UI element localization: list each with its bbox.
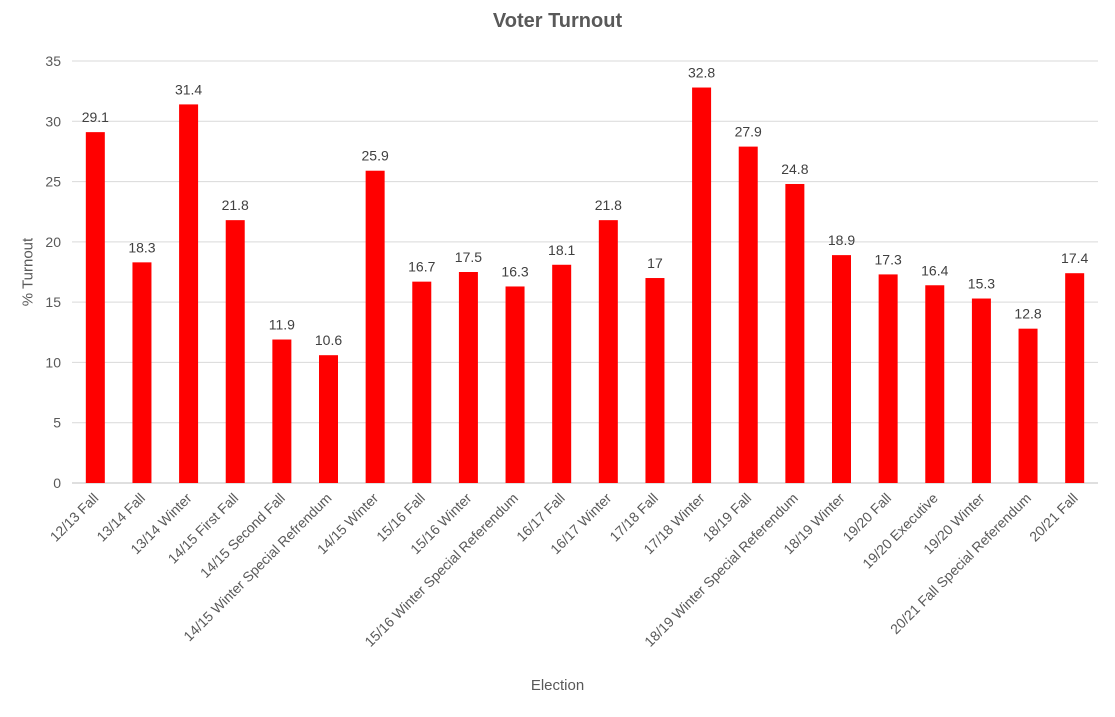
bar xyxy=(552,264,572,483)
data-label: 17.5 xyxy=(455,249,482,265)
bar xyxy=(598,220,618,483)
data-label: 16.7 xyxy=(408,259,435,275)
bar xyxy=(319,355,338,483)
data-label: 11.9 xyxy=(269,317,295,333)
data-label: 18.3 xyxy=(128,239,155,255)
y-tick-label: 10 xyxy=(45,354,61,370)
bar xyxy=(1065,273,1085,483)
data-label: 16.4 xyxy=(921,262,948,278)
bar xyxy=(85,132,105,483)
bar xyxy=(925,285,945,483)
bar xyxy=(645,278,665,483)
bar xyxy=(272,339,292,483)
data-label: 12.8 xyxy=(1014,306,1041,322)
data-label: 21.8 xyxy=(595,197,622,213)
y-tick-label: 5 xyxy=(53,415,61,431)
bar xyxy=(179,104,199,484)
data-label: 27.9 xyxy=(735,124,762,140)
data-label: 18.9 xyxy=(828,232,855,248)
data-label: 17.3 xyxy=(875,251,902,267)
data-label: 25.9 xyxy=(362,148,389,164)
y-tick-label: 35 xyxy=(45,53,61,69)
data-label: 16.3 xyxy=(501,263,528,279)
data-label: 17.4 xyxy=(1061,250,1088,266)
data-label: 10.6 xyxy=(315,332,342,348)
bar xyxy=(738,146,758,483)
data-label: 31.4 xyxy=(175,81,202,97)
y-tick-label: 30 xyxy=(45,113,61,129)
bar xyxy=(412,281,432,483)
x-tick-label: 12/13 Fall xyxy=(47,490,102,545)
data-label: 32.8 xyxy=(688,65,715,81)
bar xyxy=(505,286,525,483)
bar xyxy=(878,274,898,483)
chart-title: Voter Turnout xyxy=(492,10,623,32)
bar xyxy=(365,170,385,483)
bar xyxy=(458,272,478,483)
y-tick-label: 15 xyxy=(45,294,61,310)
data-label: 29.1 xyxy=(82,109,109,125)
y-tick-label: 0 xyxy=(53,475,61,491)
x-axis-title: Election xyxy=(530,677,585,694)
y-tick-label: 25 xyxy=(45,174,61,190)
data-label: 24.8 xyxy=(781,161,808,177)
data-label: 15.3 xyxy=(968,276,995,292)
bar xyxy=(132,262,152,483)
data-label: 17 xyxy=(647,255,663,271)
data-label: 18.1 xyxy=(548,242,575,258)
x-tick-label: 20/21 Fall xyxy=(1026,490,1081,545)
y-tick-label: 20 xyxy=(45,234,61,250)
data-label: 21.8 xyxy=(222,197,249,213)
bar xyxy=(832,255,851,483)
bar xyxy=(1018,328,1038,483)
bar xyxy=(971,298,991,483)
x-tick-label: 14/15 Second Fall xyxy=(197,490,288,581)
bar xyxy=(692,87,712,484)
bar xyxy=(785,183,805,484)
bar xyxy=(225,220,245,483)
